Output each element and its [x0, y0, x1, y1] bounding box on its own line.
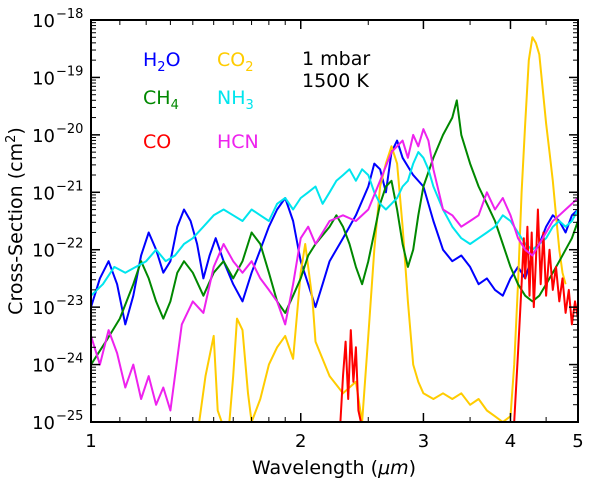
y-tick-label: 10: [32, 11, 55, 32]
x-tick-label: 5: [572, 431, 583, 452]
x-tick-label: 4: [505, 431, 516, 452]
y-tick-exponent: −19: [56, 64, 83, 79]
legend-label-co2: CO2: [217, 49, 254, 75]
plot-frame: [90, 19, 579, 423]
series-line-h2o: [91, 139, 578, 326]
y-tick-label: 10: [32, 183, 55, 204]
y-tick-exponent: −21: [56, 179, 83, 194]
legend: H2O CO2 CH4 NH3 CO HCN: [143, 49, 259, 153]
y-axis-title: Cross-Section (cm2): [4, 127, 27, 315]
y-tick-exponent: −20: [56, 122, 83, 137]
y-tick-exponent: −24: [56, 352, 83, 367]
series-line-co: [339, 208, 578, 422]
x-axis-title: Wavelength (μm): [252, 457, 416, 479]
series-line-co2: [198, 36, 567, 422]
y-tick-exponent: −23: [56, 294, 83, 309]
series-line-nh3: [91, 151, 578, 297]
y-tick-label: 10: [32, 356, 55, 377]
legend-label-h2o: H2O: [143, 49, 181, 75]
y-tick-label: 10: [32, 126, 55, 147]
y-tick-exponent: −25: [56, 409, 83, 424]
x-tick-label: 3: [418, 431, 429, 452]
y-tick-exponent: −18: [56, 7, 83, 22]
x-tick-label: 1: [85, 431, 96, 452]
y-tick-label: 10: [32, 68, 55, 89]
x-tick-label: 2: [295, 431, 306, 452]
y-tick-label: 10: [32, 413, 55, 434]
series-line-ch4: [91, 99, 578, 366]
legend-label-co: CO: [143, 131, 171, 153]
annotation-pressure: 1 mbar: [302, 48, 370, 70]
annotation-temperature: 1500 K: [302, 70, 369, 92]
y-tick-exponent: −22: [56, 237, 83, 252]
legend-label-nh3: NH3: [217, 87, 254, 113]
legend-label-hcn: HCN: [217, 131, 259, 153]
series-line-hcn: [91, 128, 578, 412]
y-tick-label: 10: [32, 298, 55, 319]
legend-label-ch4: CH4: [143, 87, 179, 113]
y-tick-label: 10: [32, 241, 55, 262]
